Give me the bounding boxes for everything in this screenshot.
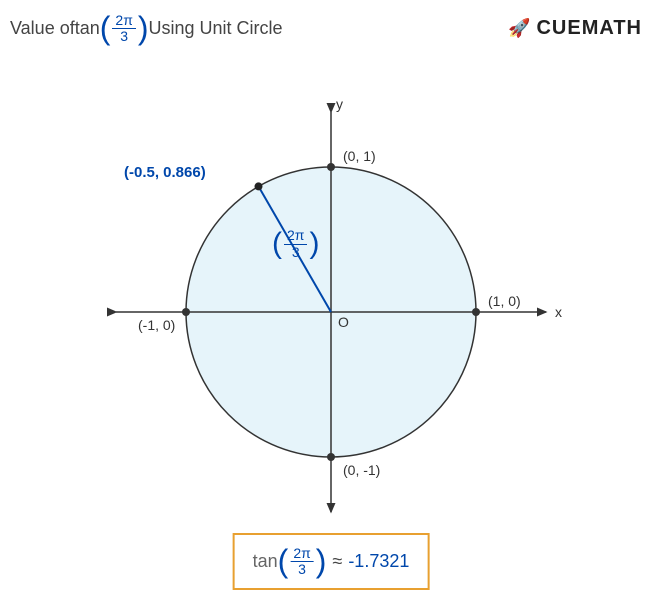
- unit-circle-diagram: (1, 0) (-1, 0) (0, 1) (0, -1) (-0.5, 0.8…: [0, 47, 662, 527]
- label-right: (1, 0): [488, 293, 521, 309]
- logo-text: CUEMATH: [536, 17, 642, 40]
- pt-top: [327, 163, 335, 171]
- result-frac-num: 2π: [290, 546, 313, 562]
- title-fraction: 2π 3: [112, 13, 135, 45]
- title-prefix: Value of: [10, 18, 75, 39]
- title-frac-den: 3: [117, 29, 131, 44]
- angle-frac-num: 2π: [284, 228, 307, 244]
- result-approx: ≈: [332, 551, 342, 572]
- result-fraction: 2π 3: [290, 546, 313, 578]
- angle-fraction-label: ( 2π 3 ): [272, 227, 319, 261]
- result-rparen: ): [316, 543, 327, 580]
- pt-right: [472, 308, 480, 316]
- pt-left: [182, 308, 190, 316]
- title-frac-num: 2π: [112, 13, 135, 29]
- y-axis-label: y: [336, 96, 343, 112]
- result-frac-den: 3: [295, 562, 309, 577]
- origin-label: O: [338, 314, 349, 330]
- angle-frac-den: 3: [289, 245, 303, 260]
- title-rparen: ): [138, 10, 149, 47]
- angle-fraction: 2π 3: [284, 228, 307, 260]
- pt-bottom: [327, 453, 335, 461]
- page-title: Value of tan ( 2π 3 ) Using Unit Circle: [10, 10, 283, 47]
- result-value: -1.7321: [348, 551, 409, 572]
- pt-angle: [255, 182, 263, 190]
- result-lparen: (: [278, 543, 289, 580]
- title-fn: tan: [75, 18, 100, 39]
- title-lparen: (: [100, 10, 111, 47]
- label-left: (-1, 0): [138, 317, 175, 333]
- diagram-svg: (1, 0) (-1, 0) (0, 1) (0, -1) (-0.5, 0.8…: [0, 47, 662, 527]
- title-suffix: Using Unit Circle: [149, 18, 283, 39]
- header: Value of tan ( 2π 3 ) Using Unit Circle …: [0, 0, 662, 47]
- label-angle-point: (-0.5, 0.866): [124, 164, 206, 181]
- label-bottom: (0, -1): [343, 462, 380, 478]
- label-top: (0, 1): [343, 148, 376, 164]
- angle-lparen: (: [272, 227, 282, 261]
- result-fn: tan: [253, 551, 278, 572]
- logo: 🚀 CUEMATH: [508, 17, 642, 40]
- rocket-icon: 🚀: [508, 18, 530, 39]
- angle-rparen: ): [309, 227, 319, 261]
- result-box: tan ( 2π 3 ) ≈ -1.7321: [233, 533, 430, 590]
- x-axis-label: x: [555, 304, 562, 320]
